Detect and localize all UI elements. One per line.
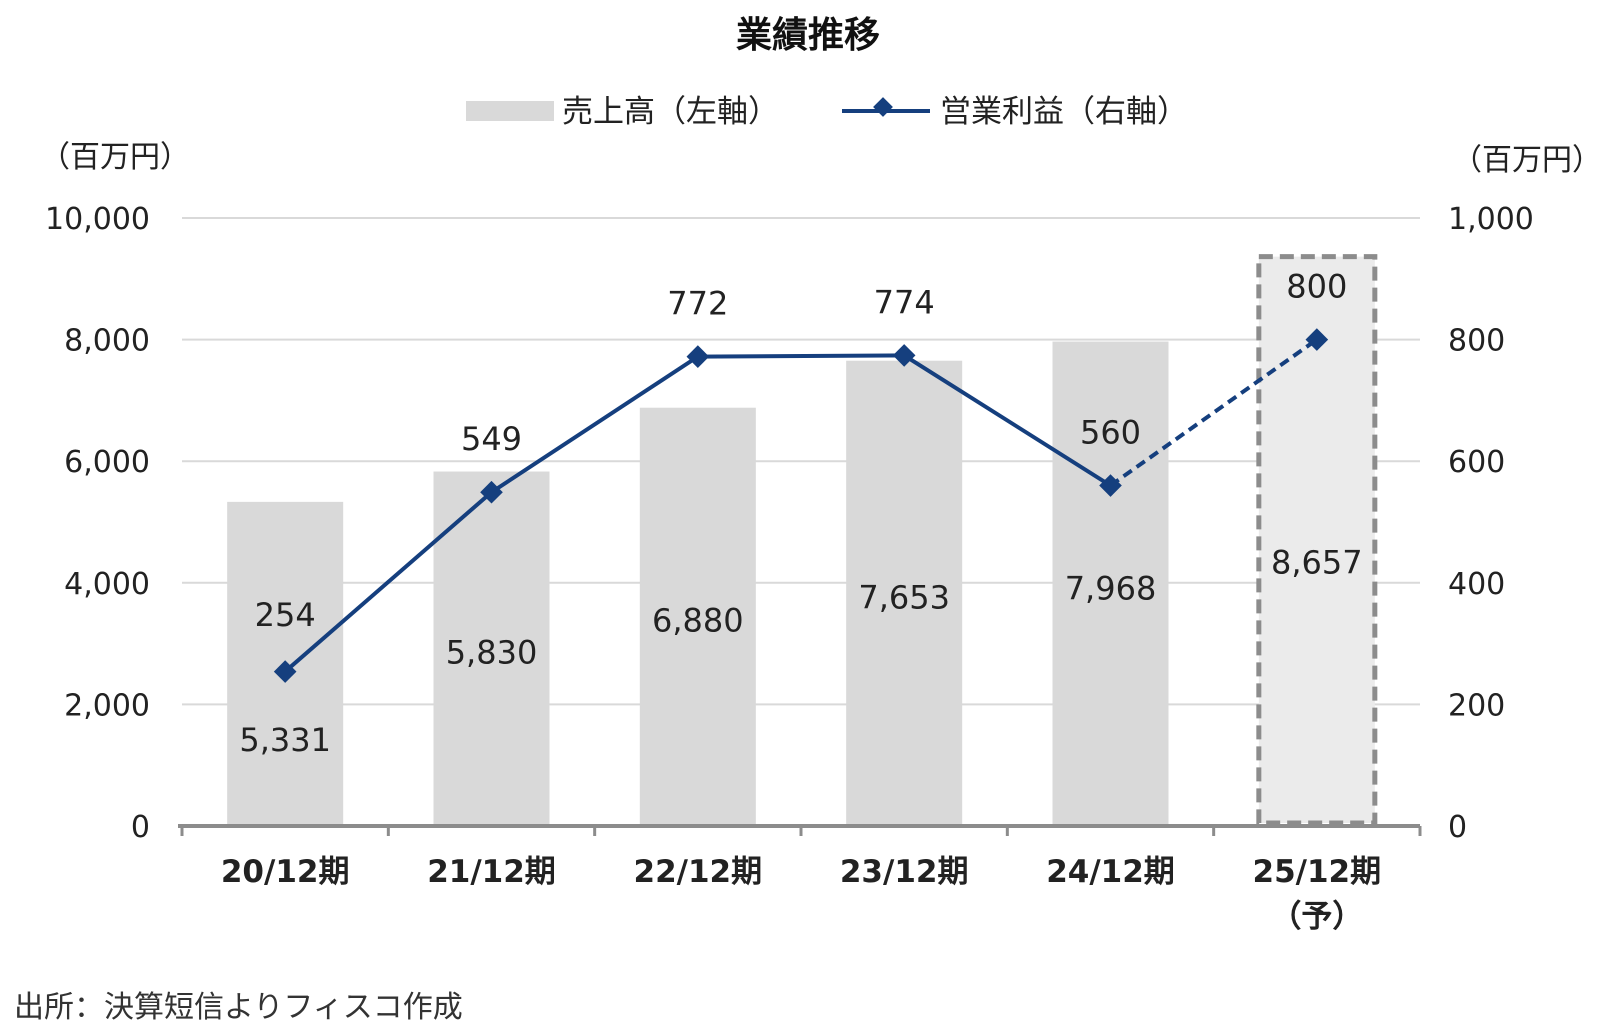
sales-bar (1052, 341, 1169, 826)
category-sublabel: （予） (1270, 899, 1363, 935)
op-value-label: 772 (667, 285, 728, 323)
op-value-label: 800 (1286, 268, 1347, 306)
op-value-label: 774 (874, 283, 935, 321)
op-marker (892, 344, 916, 367)
axes: 20/12期 21/12期 22/12期 23/12期 24/12期 25/12期 （予） (178, 824, 1422, 935)
sales-value-label: 8,657 (1271, 544, 1363, 582)
left-tick-label: 10,000 (45, 202, 150, 237)
left-tick-label: 8,000 (64, 324, 150, 359)
category-label: 25/12期 (1253, 854, 1382, 890)
category-label: 20/12期 (221, 854, 350, 890)
data-labels: 5,331 5,830 6,880 7,653 7,968 8,657 254 549 772 7… (239, 268, 1362, 759)
right-axis-unit: （百万円） (1452, 143, 1602, 178)
category-label: 24/12期 (1046, 854, 1175, 890)
sales-bars (227, 254, 1378, 826)
right-tick-label: 600 (1448, 445, 1505, 480)
sales-bar (846, 360, 963, 826)
sales-bar (433, 471, 550, 826)
sales-bar-forecast (1256, 254, 1378, 826)
operating-profit-line (273, 328, 1329, 683)
chart-title: 業績推移 (736, 15, 880, 56)
category-label: 22/12期 (634, 854, 763, 890)
legend: 売上高（左軸） 営業利益（右軸） (466, 94, 1188, 130)
op-marker (686, 345, 710, 368)
legend-swatch-op-marker (873, 97, 893, 117)
legend-label-op: 営業利益（右軸） (940, 94, 1188, 130)
sales-value-label: 5,331 (239, 721, 331, 759)
op-marker (1305, 328, 1329, 351)
sales-value-label: 7,653 (858, 579, 950, 617)
sales-value-label: 5,830 (446, 634, 538, 672)
op-value-label: 549 (461, 420, 522, 458)
right-tick-label: 400 (1448, 567, 1505, 602)
left-axis-unit: （百万円） (40, 140, 190, 175)
op-marker (1099, 474, 1122, 497)
right-tick-label: 200 (1448, 688, 1505, 723)
right-tick-label: 1,000 (1448, 202, 1534, 237)
right-tick-label: 0 (1448, 810, 1467, 845)
category-label: 21/12期 (427, 854, 556, 890)
right-tick-label: 800 (1448, 324, 1505, 359)
left-tick-label: 0 (131, 810, 150, 845)
op-value-label: 254 (255, 596, 316, 634)
legend-swatch-sales (466, 101, 554, 121)
sales-bar (639, 407, 756, 826)
legend-label-sales: 売上高（左軸） (562, 94, 779, 130)
gridlines: 0 2,000 4,000 6,000 8,000 10,000 0 200 400 600 800… (45, 202, 1534, 845)
op-value-label: 560 (1080, 414, 1141, 452)
sales-value-label: 6,880 (652, 602, 744, 640)
op-marker (480, 480, 503, 504)
left-tick-label: 4,000 (64, 567, 150, 602)
category-label: 23/12期 (840, 854, 969, 890)
left-tick-label: 6,000 (64, 445, 150, 480)
left-tick-label: 2,000 (64, 688, 150, 723)
op-line-forecast (1109, 337, 1318, 488)
source-note: 出所：決算短信よりフィスコ作成 (14, 990, 463, 1025)
sales-value-label: 7,968 (1065, 570, 1157, 608)
op-marker (273, 660, 297, 683)
